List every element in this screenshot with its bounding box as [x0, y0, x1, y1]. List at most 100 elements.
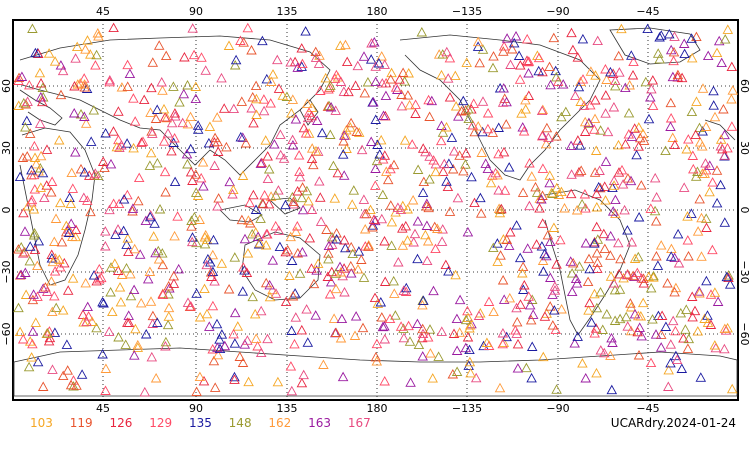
- observation-marker: [447, 163, 459, 174]
- observation-marker: [272, 376, 284, 387]
- observation-marker: [252, 340, 263, 351]
- observation-marker: [595, 125, 606, 135]
- observation-marker: [404, 99, 415, 110]
- observation-marker: [551, 384, 562, 394]
- bottom-lon-label: 90: [189, 402, 203, 415]
- observation-marker: [421, 200, 432, 211]
- observation-marker: [153, 254, 165, 264]
- observation-marker: [583, 305, 594, 315]
- observation-marker: [277, 90, 289, 100]
- observation-marker: [315, 216, 327, 226]
- observation-marker: [93, 31, 104, 41]
- observation-marker: [208, 355, 220, 366]
- observation-marker: [326, 239, 338, 249]
- observation-marker: [620, 311, 632, 322]
- observation-marker: [595, 286, 606, 297]
- observation-marker: [633, 310, 644, 321]
- observation-marker: [450, 70, 461, 81]
- observation-marker: [566, 286, 578, 297]
- observation-marker: [711, 197, 723, 208]
- observation-marker: [533, 52, 545, 63]
- legend-item: 162: [268, 416, 292, 430]
- legend-item: 135: [188, 416, 212, 430]
- observation-marker: [567, 257, 579, 268]
- observation-marker: [626, 131, 638, 141]
- observation-marker: [229, 307, 241, 318]
- observation-marker: [30, 47, 41, 58]
- observation-marker: [591, 188, 602, 199]
- observation-marker: [285, 361, 297, 371]
- observation-marker: [47, 256, 59, 267]
- observation-marker: [20, 267, 31, 277]
- observation-marker: [586, 317, 597, 327]
- observation-marker: [339, 234, 350, 245]
- observation-marker: [545, 236, 556, 247]
- observation-marker: [238, 262, 249, 272]
- observation-marker: [493, 148, 504, 159]
- observation-marker: [154, 203, 166, 214]
- observation-marker: [605, 66, 616, 77]
- left-lat-label: 0: [0, 207, 13, 214]
- observation-marker: [662, 277, 673, 288]
- observation-marker: [43, 48, 55, 58]
- observation-marker: [49, 327, 61, 337]
- observation-marker: [386, 216, 398, 227]
- observation-marker: [476, 147, 487, 157]
- observation-marker: [700, 158, 711, 168]
- observation-marker: [526, 171, 538, 181]
- observation-marker: [723, 270, 734, 280]
- observation-marker: [326, 231, 338, 242]
- observation-marker: [370, 351, 382, 362]
- observation-marker: [589, 113, 601, 124]
- observation-marker: [228, 184, 239, 195]
- observation-marker: [617, 179, 629, 189]
- observation-marker: [153, 40, 165, 50]
- observation-marker: [264, 291, 276, 302]
- observation-marker: [230, 54, 242, 65]
- top-lon-label: 135: [277, 5, 298, 18]
- observation-marker: [388, 275, 399, 286]
- observation-marker: [515, 299, 526, 309]
- observation-marker: [216, 329, 228, 339]
- observation-marker: [514, 74, 526, 84]
- observation-marker: [128, 142, 139, 153]
- legend-item: 148: [228, 416, 252, 430]
- observation-marker: [365, 136, 377, 146]
- observation-marker: [28, 289, 39, 299]
- observation-marker: [664, 28, 675, 39]
- observation-marker: [422, 235, 434, 246]
- observation-marker: [39, 192, 50, 203]
- observation-marker: [267, 255, 279, 265]
- observation-marker: [146, 82, 157, 93]
- observation-marker: [589, 167, 601, 177]
- observation-marker: [468, 98, 479, 108]
- observation-marker: [403, 67, 414, 78]
- observation-marker: [421, 220, 433, 230]
- observation-marker: [201, 308, 213, 319]
- observation-marker: [191, 237, 202, 248]
- observation-marker: [129, 350, 140, 360]
- observation-marker: [108, 22, 119, 33]
- observation-marker: [244, 197, 255, 208]
- observation-marker: [306, 143, 318, 153]
- observation-marker: [665, 121, 676, 131]
- observation-marker: [583, 117, 595, 128]
- observation-marker: [424, 324, 436, 334]
- observation-marker: [692, 226, 704, 236]
- observation-marker: [186, 215, 197, 225]
- observation-marker: [483, 340, 495, 350]
- observation-marker: [463, 113, 474, 124]
- observation-marker: [288, 196, 299, 207]
- observation-marker: [669, 286, 680, 297]
- observation-marker: [690, 129, 701, 140]
- observation-marker: [693, 286, 705, 296]
- observation-marker: [692, 326, 704, 336]
- observation-marker: [349, 330, 361, 340]
- observation-marker: [294, 166, 305, 177]
- observation-marker: [168, 81, 179, 91]
- observation-marker: [328, 313, 340, 323]
- observation-marker: [24, 128, 36, 138]
- observation-marker: [339, 286, 350, 297]
- observation-marker: [597, 324, 608, 334]
- observation-marker: [270, 220, 281, 231]
